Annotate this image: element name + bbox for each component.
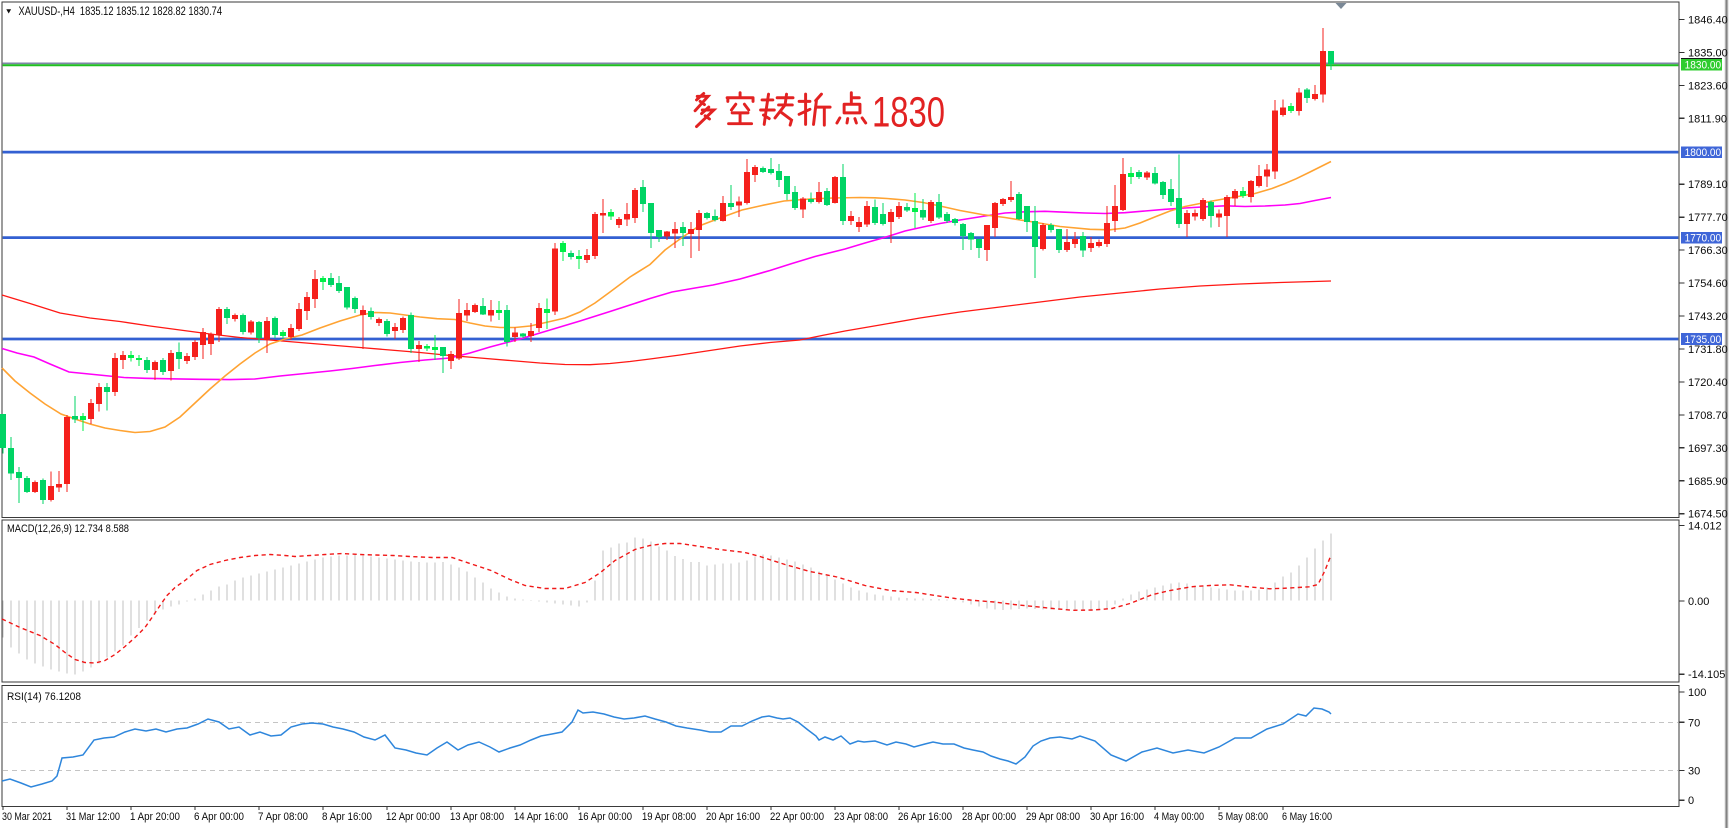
svg-text:16 Apr 00:00: 16 Apr 00:00 (578, 811, 632, 823)
svg-text:1800.00: 1800.00 (1685, 147, 1722, 159)
svg-text:1685.90: 1685.90 (1688, 476, 1728, 488)
svg-text:31 Mar 12:00: 31 Mar 12:00 (66, 811, 120, 823)
svg-text:1674.50: 1674.50 (1688, 509, 1728, 521)
svg-text:-14.105: -14.105 (1688, 669, 1725, 681)
svg-text:1789.10: 1789.10 (1688, 179, 1728, 191)
svg-text:RSI(14) 76.1208: RSI(14) 76.1208 (7, 691, 81, 703)
svg-text:23 Apr 08:00: 23 Apr 08:00 (834, 811, 888, 823)
svg-text:1754.60: 1754.60 (1688, 278, 1728, 290)
svg-text:1846.40: 1846.40 (1688, 15, 1728, 27)
svg-text:1830: 1830 (872, 90, 945, 137)
svg-text:1777.70: 1777.70 (1688, 212, 1728, 224)
svg-text:22 Apr 00:00: 22 Apr 00:00 (770, 811, 824, 823)
svg-text:1708.70: 1708.70 (1688, 410, 1728, 422)
svg-text:1731.80: 1731.80 (1688, 344, 1728, 356)
svg-text:1823.60: 1823.60 (1688, 80, 1728, 92)
svg-text:13 Apr 08:00: 13 Apr 08:00 (450, 811, 504, 823)
svg-text:100: 100 (1688, 687, 1706, 699)
svg-text:1720.40: 1720.40 (1688, 377, 1728, 389)
svg-text:20 Apr 16:00: 20 Apr 16:00 (706, 811, 760, 823)
svg-text:XAUUSD-,H4 1835.12 1835.12 18: XAUUSD-,H4 1835.12 1835.12 1828.82 1830.… (19, 4, 223, 18)
svg-text:1835.00: 1835.00 (1688, 47, 1728, 59)
svg-text:1766.30: 1766.30 (1688, 245, 1728, 257)
svg-text:0.00: 0.00 (1688, 596, 1709, 608)
svg-text:30: 30 (1688, 766, 1700, 778)
svg-text:1735.00: 1735.00 (1685, 334, 1722, 346)
svg-text:4 May 00:00: 4 May 00:00 (1154, 811, 1204, 823)
svg-text:MACD(12,26,9) 12.734 8.588: MACD(12,26,9) 12.734 8.588 (7, 523, 129, 535)
svg-text:5 May 08:00: 5 May 08:00 (1218, 811, 1268, 823)
svg-text:19 Apr 08:00: 19 Apr 08:00 (642, 811, 696, 823)
svg-text:30 Apr 16:00: 30 Apr 16:00 (1090, 811, 1144, 823)
svg-text:0: 0 (1688, 795, 1694, 807)
svg-text:14.012: 14.012 (1688, 521, 1722, 533)
svg-text:1743.20: 1743.20 (1688, 311, 1728, 323)
svg-text:29 Apr 08:00: 29 Apr 08:00 (1026, 811, 1080, 823)
svg-text:1811.90: 1811.90 (1688, 113, 1727, 125)
svg-text:6 May 16:00: 6 May 16:00 (1282, 811, 1332, 823)
svg-text:1 Apr 20:00: 1 Apr 20:00 (130, 811, 180, 823)
svg-text:1770.00: 1770.00 (1685, 233, 1722, 245)
svg-text:30 Mar 2021: 30 Mar 2021 (2, 811, 52, 823)
svg-text:1830.00: 1830.00 (1685, 60, 1722, 72)
svg-text:7 Apr 08:00: 7 Apr 08:00 (258, 811, 308, 823)
svg-text:8 Apr 16:00: 8 Apr 16:00 (322, 811, 372, 823)
svg-text:14 Apr 16:00: 14 Apr 16:00 (514, 811, 568, 823)
svg-text:28 Apr 00:00: 28 Apr 00:00 (962, 811, 1016, 823)
svg-text:6 Apr 00:00: 6 Apr 00:00 (194, 811, 244, 823)
svg-text:12 Apr 00:00: 12 Apr 00:00 (386, 811, 440, 823)
svg-text:70: 70 (1688, 717, 1700, 729)
svg-text:26 Apr 16:00: 26 Apr 16:00 (898, 811, 952, 823)
svg-text:1697.30: 1697.30 (1688, 443, 1728, 455)
